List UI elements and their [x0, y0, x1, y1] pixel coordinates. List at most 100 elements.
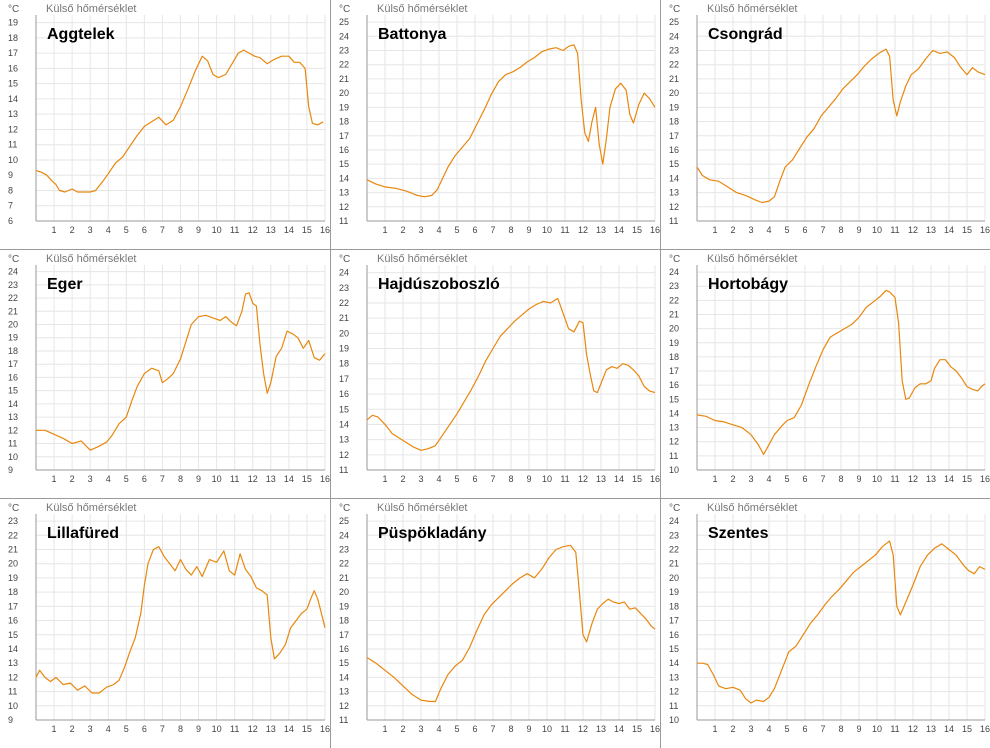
x-tick-label: 9: [856, 724, 861, 734]
x-tick-label: 13: [596, 724, 606, 734]
y-tick-label: 23: [669, 46, 679, 56]
y-tick-label: 22: [339, 298, 349, 308]
x-tick-label: 5: [124, 724, 129, 734]
chart-subtitle: Külső hőmérséklet: [707, 3, 798, 15]
y-tick-label: 21: [8, 545, 18, 555]
x-tick-label: 5: [784, 724, 789, 734]
y-tick-label: 15: [339, 159, 349, 169]
y-tick-label: 22: [339, 559, 349, 569]
y-tick-label: 20: [339, 587, 349, 597]
y-tick-label: 12: [8, 425, 18, 435]
y-tick-label: 11: [8, 687, 17, 697]
x-tick-label: 12: [578, 474, 588, 484]
y-tick-label: 24: [339, 31, 349, 41]
chart-title: Szentes: [708, 525, 769, 542]
x-tick-label: 7: [160, 225, 165, 235]
x-tick-label: 15: [962, 474, 972, 484]
y-tick-label: 15: [8, 630, 18, 640]
y-tick-label: 18: [339, 117, 349, 127]
x-tick-label: 16: [320, 474, 330, 484]
y-tick-label: 12: [669, 687, 679, 697]
y-tick-label: 21: [339, 313, 349, 323]
y-tick-label: 12: [669, 202, 679, 212]
y-tick-label: 15: [339, 658, 349, 668]
panel-divider: [0, 498, 990, 499]
x-tick-label: 11: [890, 225, 899, 235]
y-tick-label: 11: [8, 140, 17, 150]
x-tick-label: 15: [302, 225, 312, 235]
x-tick-label: 12: [578, 225, 588, 235]
x-tick-label: 9: [196, 474, 201, 484]
x-tick-label: 1: [712, 724, 717, 734]
y-tick-label: 19: [8, 573, 18, 583]
x-tick-label: 15: [632, 724, 642, 734]
x-tick-label: 6: [472, 474, 477, 484]
x-tick-label: 4: [766, 724, 771, 734]
y-tick-label: 18: [669, 352, 679, 362]
y-tick-label: 10: [8, 701, 18, 711]
x-tick-label: 1: [382, 724, 387, 734]
y-tick-label: 24: [669, 31, 679, 41]
y-tick-label: 20: [669, 324, 679, 334]
chart-panel: 10 11 12 13 14 15 16 17 18 19 20 21 22 23 24 1 2 3 4 5 6 7 8 9 1…: [661, 499, 990, 748]
x-tick-label: 9: [856, 474, 861, 484]
x-tick-label: 1: [382, 225, 387, 235]
y-tick-label: 17: [669, 131, 679, 141]
x-tick-label: 10: [872, 724, 882, 734]
y-tick-label: 19: [339, 344, 349, 354]
x-tick-label: 3: [418, 724, 423, 734]
y-tick-label: 11: [339, 216, 348, 226]
x-tick-label: 13: [926, 474, 936, 484]
chart-panel: 10 11 12 13 14 15 16 17 18 19 20 21 22 23 24 1 2 3 4 5 6 7 8 9 1…: [661, 250, 990, 498]
y-tick-label: 7: [8, 201, 13, 211]
y-tick-label: 16: [669, 145, 679, 155]
x-tick-label: 1: [712, 225, 717, 235]
series-line: [696, 48, 986, 204]
y-tick-label: 19: [669, 102, 679, 112]
y-tick-label: 18: [669, 117, 679, 127]
y-tick-label: 16: [8, 372, 18, 382]
x-tick-label: 6: [802, 474, 807, 484]
x-tick-label: 5: [124, 474, 129, 484]
x-tick-label: 11: [890, 724, 899, 734]
x-tick-label: 3: [88, 724, 93, 734]
x-tick-label: 7: [160, 724, 165, 734]
y-tick-label: 20: [8, 559, 18, 569]
y-tick-label: 18: [8, 33, 18, 43]
x-tick-label: 16: [980, 724, 990, 734]
x-tick-label: 2: [400, 724, 405, 734]
x-tick-label: 3: [88, 474, 93, 484]
y-tick-label: 22: [339, 60, 349, 70]
chart-title: Hortobágy: [708, 276, 788, 293]
x-tick-label: 7: [820, 724, 825, 734]
unit-label: °C: [339, 503, 350, 514]
y-tick-label: 12: [8, 124, 18, 134]
y-tick-label: 23: [8, 280, 18, 290]
y-tick-label: 11: [8, 439, 17, 449]
y-tick-label: 16: [8, 63, 18, 73]
y-tick-label: 10: [8, 155, 18, 165]
y-tick-label: 15: [669, 644, 679, 654]
x-tick-label: 2: [70, 225, 75, 235]
series-line: [366, 44, 656, 198]
x-tick-label: 16: [320, 724, 330, 734]
x-tick-label: 13: [266, 225, 276, 235]
y-tick-label: 13: [8, 658, 18, 668]
x-tick-label: 10: [212, 225, 222, 235]
x-tick-label: 14: [614, 474, 624, 484]
x-tick-label: 1: [52, 225, 57, 235]
y-tick-label: 14: [8, 399, 18, 409]
x-tick-label: 5: [784, 474, 789, 484]
y-tick-label: 23: [669, 281, 679, 291]
x-tick-label: 8: [508, 724, 513, 734]
x-tick-label: 2: [730, 225, 735, 235]
x-tick-label: 12: [248, 474, 258, 484]
x-tick-label: 12: [248, 724, 258, 734]
series-line: [366, 297, 656, 451]
x-tick-label: 10: [542, 225, 552, 235]
x-tick-label: 2: [730, 474, 735, 484]
x-tick-label: 1: [382, 474, 387, 484]
x-tick-label: 4: [766, 474, 771, 484]
